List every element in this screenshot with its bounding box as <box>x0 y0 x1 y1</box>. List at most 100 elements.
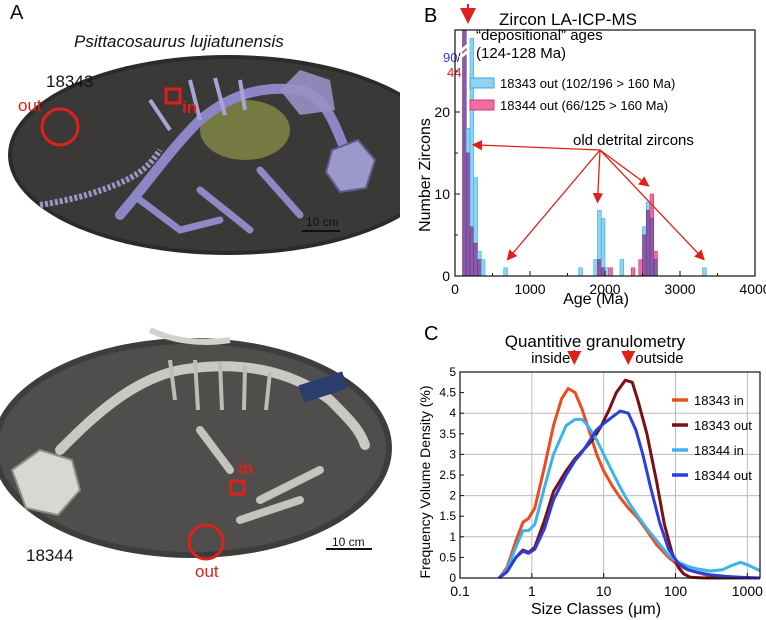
histogram-bar-18343 <box>465 128 471 154</box>
histogram-bar-overlap <box>653 259 658 277</box>
scale-label-top: 10 cm <box>306 215 339 229</box>
detrital-arrow <box>471 139 601 151</box>
histogram-bar-overlap <box>462 29 467 277</box>
y-tick-label: 10 <box>434 186 450 202</box>
histogram-bar-18344 <box>608 267 613 277</box>
y-tick-label: 2.5 <box>439 468 456 482</box>
y-tick-label: 0.5 <box>439 550 456 564</box>
granulometry-curve <box>498 417 761 580</box>
sample-in-box-18344 <box>229 479 246 496</box>
histogram-bar-18343 <box>642 226 647 236</box>
y-tick-label: 1.5 <box>439 509 456 523</box>
legend-swatch <box>469 99 495 111</box>
y-tick-label: 5 <box>449 365 456 379</box>
x-tick-label: 1 <box>528 583 536 599</box>
outside-marker-label: outside <box>635 350 683 367</box>
histogram-bar-18343 <box>480 259 486 277</box>
sample-in-box-18343 <box>164 87 182 105</box>
histogram-bar-18343 <box>469 37 475 228</box>
granulometry-chart-title: Quantitive granulometry <box>505 332 686 351</box>
legend-swatch <box>469 77 495 89</box>
histogram-bar-overlap <box>473 242 478 277</box>
histogram-bar-18344 <box>630 267 636 277</box>
zircon-chart-title: Zircon LA-ICP-MS <box>499 10 637 29</box>
sample-out-circle-18343 <box>40 107 80 147</box>
legend-label: 18343 out <box>694 418 752 433</box>
depositional-label-line2: (124-128 Ma) <box>476 45 566 62</box>
histogram-bar-18343 <box>604 267 610 277</box>
panel-letter-b: B <box>424 5 437 27</box>
y-tick-label: 0 <box>449 571 456 585</box>
zircon-histogram-chart: B Zircon LA-ICP-MS “depositional” ages (… <box>417 4 766 308</box>
break-slash: / <box>457 50 461 65</box>
legend-label: 18343 in <box>694 393 744 408</box>
axis-break-mark <box>458 48 471 60</box>
granulometry-curve <box>498 409 761 580</box>
y-tick-label: 20 <box>434 104 450 120</box>
histogram-bar-overlap <box>477 259 482 277</box>
histogram-bar-overlap <box>465 152 471 277</box>
y-tick-label: 3 <box>449 447 456 461</box>
in-label-bottom: in <box>238 459 254 478</box>
x-tick-label: 1000 <box>514 281 545 297</box>
granulometry-y-label: Frequency Volume Density (%) <box>417 386 433 579</box>
sample-out-circle-18344 <box>187 523 225 561</box>
legend-label: 18343 out (102/196 > 160 Ma) <box>500 76 675 91</box>
histogram-bar-overlap <box>642 234 647 277</box>
specimen-id-top: 18343 <box>46 72 94 91</box>
break-value-b: 44 <box>447 65 461 80</box>
histogram-bar-18343 <box>593 259 598 277</box>
in-label-top: in <box>182 98 198 117</box>
histogram-bar-18343 <box>503 267 508 277</box>
detrital-arrow <box>506 149 601 261</box>
histogram-bar-18343 <box>619 259 625 277</box>
specimen-id-bottom: 18344 <box>26 546 74 565</box>
x-tick-label: 1000 <box>732 583 763 599</box>
scale-label-bottom: 10 cm <box>332 535 365 549</box>
histogram-bar-18343 <box>702 267 707 277</box>
break-value-a: 90 <box>443 50 457 65</box>
histogram-bar-overlap <box>645 210 651 277</box>
histogram-bar-18343 <box>600 218 606 269</box>
species-title: Psittacosaurus lujiatunensis <box>74 32 284 51</box>
histogram-bar-overlap <box>649 218 655 277</box>
histogram-bar-18343 <box>597 210 602 260</box>
histogram-bar-18343 <box>578 267 583 277</box>
histogram-bar-18344 <box>638 259 643 277</box>
histogram-bar-overlap <box>597 259 602 277</box>
out-label-top: out <box>18 96 42 115</box>
x-tick-label: 10 <box>596 583 612 599</box>
axis-break-mark <box>458 42 471 54</box>
y-tick-label: 1 <box>449 530 456 544</box>
y-tick-label: 4 <box>449 406 456 420</box>
histogram-bar-18343 <box>473 177 478 244</box>
legend-label: 18344 out <box>694 468 752 483</box>
x-tick-label: 0 <box>451 281 459 297</box>
histogram-bar-overlap <box>469 226 475 277</box>
specimen-18344-photo <box>0 327 392 558</box>
histogram-bar-18343 <box>477 251 482 260</box>
histogram-bar-18343 <box>645 201 651 211</box>
granulometry-x-label: Size Classes (μm) <box>531 601 661 618</box>
specimen-18343-photo <box>8 55 400 255</box>
granulometry-chart: C Quantitive granulometry Size Classes (… <box>417 323 763 618</box>
x-tick-label: 2000 <box>589 281 620 297</box>
y-tick-label: 0 <box>442 268 450 284</box>
inside-marker-label: inside <box>531 350 570 367</box>
x-tick-label: 100 <box>664 583 688 599</box>
y-tick-label: 2 <box>449 489 456 503</box>
legend-label: 18344 in <box>694 443 744 458</box>
legend-label: 18344 out (66/125 > 160 Ma) <box>500 98 668 113</box>
x-tick-label: 3000 <box>664 281 695 297</box>
detrital-arrow <box>592 149 604 204</box>
depositional-label-line1: “depositional” ages <box>476 27 603 44</box>
y-tick-label: 4.5 <box>439 386 456 400</box>
zircon-x-label: Age (Ma) <box>563 291 629 308</box>
panel-letter-c: C <box>424 323 438 345</box>
detrital-label: old detrital zircons <box>573 132 694 149</box>
detrital-arrow <box>599 149 650 187</box>
y-tick-label: 3.5 <box>439 427 456 441</box>
zircon-y-label: Number Zircons <box>417 118 434 232</box>
x-tick-label: 0.1 <box>450 583 470 599</box>
